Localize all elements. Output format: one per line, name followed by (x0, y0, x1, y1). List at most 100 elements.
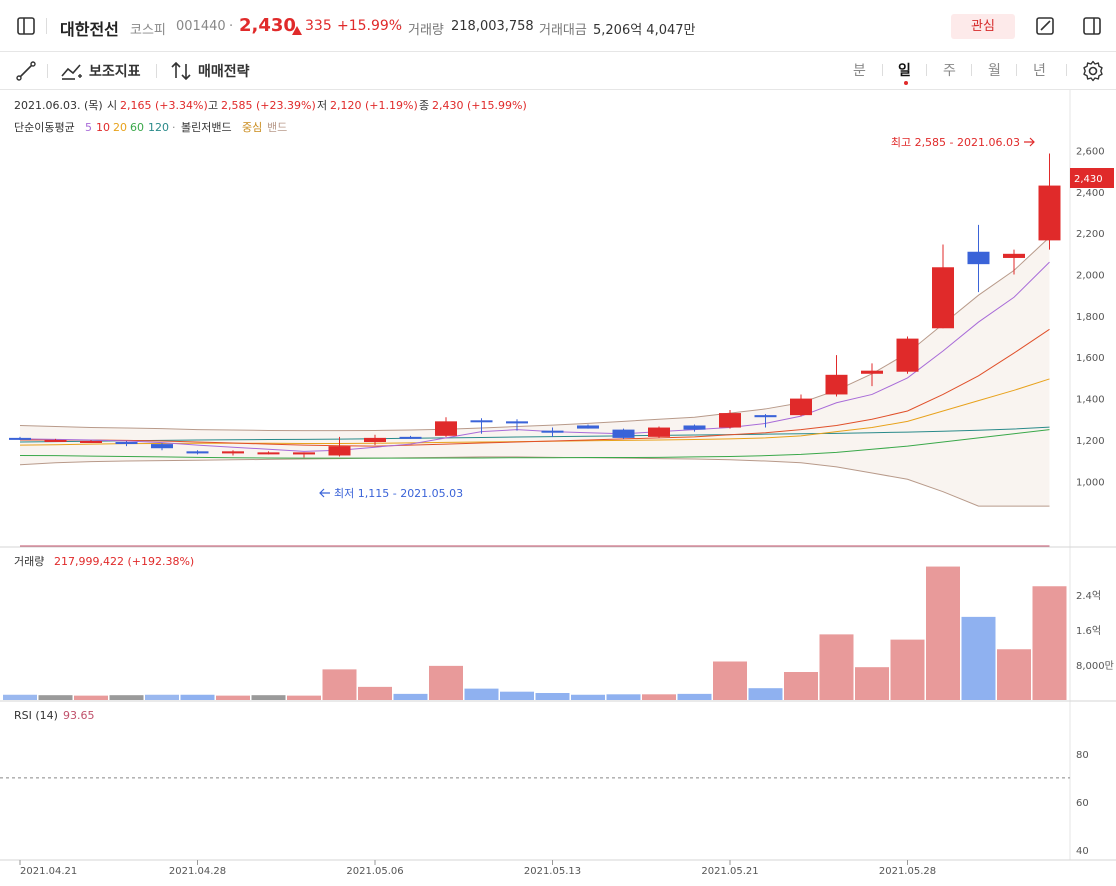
candle-body (648, 427, 670, 437)
ma5-legend[interactable]: 5 (85, 121, 92, 134)
header-dot: · (398, 19, 403, 34)
ma10-legend[interactable]: 10 (96, 121, 110, 134)
ma120-legend[interactable]: 120 (148, 121, 169, 134)
stock-chart[interactable]: 2,600 2,400 2,200 2,000 1,800 1,600 1,400 1,200… (0, 90, 1116, 886)
period-minute[interactable]: 분 (853, 63, 866, 79)
time-axis-label: 2021.05.28 (879, 866, 936, 877)
period-month[interactable]: 월 (988, 63, 1001, 79)
interest-button[interactable]: 관심 (951, 14, 1015, 39)
max-arrow-icon (1024, 137, 1035, 147)
candle-body (967, 251, 990, 265)
volume-bar (251, 695, 286, 700)
strategy-label: 매매전략 (198, 64, 250, 80)
market-name: 코스피 (130, 23, 166, 38)
candle-body (790, 398, 812, 416)
price-axis-label: 2,200 (1076, 229, 1105, 240)
volume-bar (429, 665, 463, 700)
current-price-tag (1070, 168, 1114, 188)
period-divider (882, 64, 883, 76)
price-axis-label: 1,600 (1076, 353, 1105, 364)
candle-body (861, 370, 883, 374)
boll-mid-legend[interactable]: 중심 (242, 121, 262, 134)
bollinger-band-fill (20, 237, 1050, 507)
panel-toggle-icon[interactable] (1082, 16, 1102, 40)
volume-bar (358, 686, 392, 700)
candle-body (293, 452, 315, 455)
candle-body (754, 415, 777, 418)
period-week[interactable]: 주 (943, 63, 956, 79)
volume-bar (145, 694, 179, 700)
candle-body (328, 446, 351, 456)
volume-bar (926, 566, 960, 700)
candle-body (44, 439, 67, 442)
candle-body (364, 437, 386, 443)
candle-body (612, 429, 635, 438)
candle-body (932, 267, 954, 329)
candle-body (399, 436, 422, 439)
candle-body (435, 421, 457, 436)
strategy-button[interactable]: 매매전략 (170, 61, 250, 81)
legend-close: 2,430 (+15.99%) (432, 99, 527, 112)
candle-body (683, 425, 706, 430)
rsi-axis-label: 40 (1076, 846, 1089, 857)
volume-bar (855, 667, 889, 700)
current-price: 2,430 (239, 15, 296, 36)
draw-line-icon[interactable] (16, 61, 36, 85)
amount-value: 5,206억 4,047만 (593, 23, 696, 38)
volume-bar (74, 695, 108, 700)
edit-icon[interactable] (1035, 16, 1055, 40)
candle-body (1003, 253, 1025, 258)
volume-bar (642, 694, 676, 700)
volume-bar (819, 634, 854, 700)
min-price-annotation: 최저 1,115 - 2021.05.03 (334, 487, 463, 500)
price-axis-label: 1,000 (1076, 477, 1105, 488)
period-year[interactable]: 년 (1033, 63, 1046, 79)
buy-sell-icon (171, 62, 191, 80)
volume-bar (393, 693, 428, 700)
volume-bar (109, 695, 144, 700)
chart-toolbar: 보조지표 매매전략 분 일 주 월 년 (0, 52, 1116, 90)
volume-bar (287, 695, 321, 700)
active-period-dot (904, 81, 908, 85)
candle-body (506, 421, 528, 424)
price-axis-label: 2,400 (1076, 188, 1105, 199)
legend-low-label: 저 (317, 99, 327, 112)
period-day[interactable]: 일 (898, 63, 911, 79)
ma20-legend[interactable]: 20 (113, 121, 127, 134)
candle-body (896, 338, 919, 372)
volume-bar (38, 695, 73, 700)
toolbar-divider (47, 64, 48, 78)
candle-body (1038, 185, 1061, 241)
candle-body (470, 420, 493, 423)
period-divider (926, 64, 927, 76)
volume-bar (216, 695, 250, 700)
period-divider (1066, 64, 1067, 76)
toolbar-divider (156, 64, 157, 78)
boll-band-legend[interactable]: 밴드 (267, 121, 287, 134)
volume-bar (784, 672, 818, 700)
volume-bar (464, 688, 499, 700)
price-axis-label: 2,000 (1076, 271, 1105, 282)
volume-bar (535, 693, 570, 700)
settings-icon[interactable] (1082, 60, 1104, 86)
min-arrow-icon (319, 488, 330, 498)
legend-dot: · (172, 121, 176, 134)
legend-date: 2021.06.03. (목) (14, 99, 103, 112)
legend-low: 2,120 (+1.19%) (330, 99, 418, 112)
volume-bar (571, 694, 605, 700)
ma10-line (20, 328, 1050, 447)
legend-open-label: 시 (107, 99, 117, 112)
sidebar-toggle-icon[interactable] (16, 16, 36, 40)
volume-bar (961, 616, 996, 700)
indicator-chart-icon (61, 64, 82, 80)
rsi-panel-value: 93.65 (63, 709, 95, 722)
indicator-button[interactable]: 보조지표 (61, 61, 141, 81)
volume-axis-label: 1.6억 (1076, 625, 1101, 637)
rsi-panel-label: RSI (14) (14, 709, 58, 722)
ma60-legend[interactable]: 60 (130, 121, 144, 134)
price-axis-label: 2,600 (1076, 146, 1105, 157)
legend-close-label: 종 (419, 99, 429, 112)
period-divider (971, 64, 972, 76)
volume-bar (606, 694, 641, 700)
current-price-tag-text: 2,430 (1074, 174, 1103, 185)
